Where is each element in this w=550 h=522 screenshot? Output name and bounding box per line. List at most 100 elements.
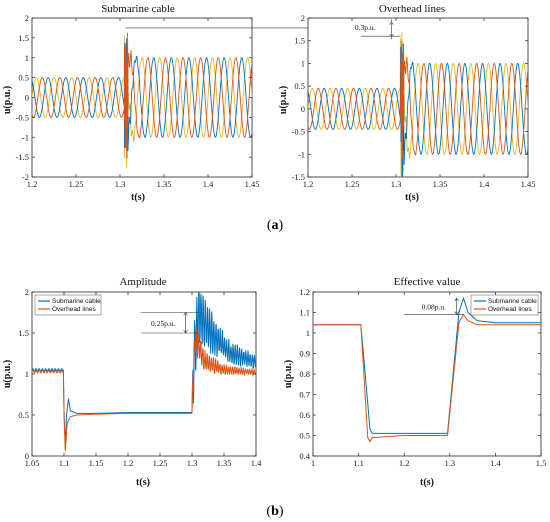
x-tick-label: 1 xyxy=(311,458,315,468)
y-tick-label: -1.5 xyxy=(292,172,305,182)
subfigure-label-a: (a) xyxy=(267,218,284,233)
x-tick-label: 1.1 xyxy=(59,458,70,468)
y-tick-label: -0.5 xyxy=(16,112,29,122)
x-tick-label: 1.25 xyxy=(153,458,168,468)
series-line-orange xyxy=(313,313,541,443)
plot-frame xyxy=(31,291,257,457)
x-tick-label: 1.1 xyxy=(353,458,364,468)
y-tick-label: 0 xyxy=(25,451,29,461)
plot-frame xyxy=(312,291,542,457)
series-line-orange xyxy=(308,44,528,159)
y-tick-label: 0 xyxy=(301,104,305,114)
y-tick-label: 1.5 xyxy=(18,328,29,338)
x-tick-label: 1.25 xyxy=(345,179,360,189)
annotation-label: 0.25p.u. xyxy=(151,319,176,328)
arrowhead xyxy=(389,22,394,25)
panel-title: Submarine cable xyxy=(101,3,175,15)
panel-amplitude: Amplitude t(s) u(p.u.) 1.05 1.1 1.15 1.2 1.2… xyxy=(2,276,262,488)
y-tick-label: -1.5 xyxy=(16,152,29,162)
y-tick-label: 2 xyxy=(301,13,305,23)
legend-box xyxy=(470,294,539,316)
annotation-label: 0.08p.u. xyxy=(422,302,447,311)
y-tick-label: 0.4 xyxy=(299,451,310,461)
plot-area xyxy=(308,32,528,177)
panel-title: Overhead lines xyxy=(379,3,445,15)
x-tick-label: 1.2 xyxy=(123,458,134,468)
x-tick-label: 1.35 xyxy=(433,179,448,189)
x-tick-label: 1.2 xyxy=(399,458,410,468)
y-tick-label: -2 xyxy=(22,172,29,182)
y-axis-label: u(p.u.) xyxy=(278,86,289,114)
y-tick-label: 0.5 xyxy=(294,81,305,91)
y-tick-label: 2 xyxy=(25,13,29,23)
legend-label: Overhead lines xyxy=(488,306,532,313)
y-tick-label: 0 xyxy=(25,93,29,103)
x-tick-label: 1.3 xyxy=(391,179,402,189)
arrowhead xyxy=(183,311,188,316)
y-tick-label: 0.5 xyxy=(18,73,29,83)
x-tick-label: 1.25 xyxy=(69,179,84,189)
y-tick-label: 1 xyxy=(25,53,29,63)
x-tick-label: 1.3 xyxy=(444,458,455,468)
series-line-blue xyxy=(32,292,256,447)
x-tick-label: 1.3 xyxy=(115,179,126,189)
y-tick-label: 1.2 xyxy=(299,287,310,297)
plot-area xyxy=(32,32,252,169)
panel-effective-value: Effective value t(s) u(p.u.) 1 1.1 1.2 1.3 1… xyxy=(283,276,546,488)
y-tick-label: 1 xyxy=(25,369,29,379)
x-tick-label: 1.2 xyxy=(27,179,38,189)
x-tick-label: 1.4 xyxy=(490,458,501,468)
x-tick-label: 1.45 xyxy=(521,179,536,189)
panel-title: Effective value xyxy=(394,276,461,288)
x-axis-label: t(s) xyxy=(405,192,419,203)
y-tick-label: 0.7 xyxy=(299,390,310,400)
plot-area xyxy=(313,296,541,443)
legend-box xyxy=(34,294,102,316)
series-line-orange xyxy=(32,328,256,451)
y-tick-label: -0.5 xyxy=(292,127,305,137)
x-tick-label: 1.3 xyxy=(187,458,198,468)
y-axis-label: u(p.u.) xyxy=(283,360,294,388)
x-axis-label: t(s) xyxy=(420,477,434,488)
x-tick-label: 1.35 xyxy=(157,179,172,189)
y-tick-label: 0.5 xyxy=(299,431,310,441)
y-tick-label: 0.5 xyxy=(18,410,29,420)
y-tick-label: -1 xyxy=(22,132,29,142)
y-tick-label: 1 xyxy=(301,58,305,68)
arrowhead xyxy=(389,33,394,37)
y-tick-label: 0.6 xyxy=(299,410,310,420)
x-tick-label: 1.15 xyxy=(89,458,104,468)
plot-area xyxy=(32,292,256,451)
y-axis-label: u(p.u.) xyxy=(2,86,13,114)
legend-label: Submarine cable xyxy=(52,298,101,305)
x-tick-label: 1.4 xyxy=(203,179,214,189)
y-tick-label: 1.1 xyxy=(299,308,310,318)
panel-overhead-lines-voltage: Overhead lines t(s) u(p.u.) 1.2 1.25 1.3 1.… xyxy=(278,3,535,203)
y-tick-label: -1 xyxy=(298,149,305,159)
y-tick-label: 1 xyxy=(306,328,310,338)
plot-frame xyxy=(307,17,529,178)
x-tick-label: 1.4 xyxy=(251,458,262,468)
x-axis-label: t(s) xyxy=(136,477,150,488)
legend-label: Overhead lines xyxy=(52,306,96,313)
y-tick-label: 2 xyxy=(25,287,29,297)
panel-title: Amplitude xyxy=(119,276,166,288)
subfigure-label-b: (b) xyxy=(266,504,283,519)
x-tick-label: 1.35 xyxy=(217,458,232,468)
x-axis-label: t(s) xyxy=(131,192,145,203)
plot-frame xyxy=(31,17,253,178)
x-tick-label: 1.2 xyxy=(303,179,314,189)
series-line-orange xyxy=(32,32,252,156)
arrowhead xyxy=(454,311,459,316)
arrowhead xyxy=(454,297,459,302)
arrowhead xyxy=(183,329,188,334)
y-tick-label: 0.8 xyxy=(299,369,310,379)
annotation-label: 0.3p.u. xyxy=(355,23,376,32)
y-tick-label: 0.9 xyxy=(299,349,310,359)
y-axis-label: u(p.u.) xyxy=(2,360,13,388)
x-tick-label: 1.05 xyxy=(25,458,40,468)
panel-submarine-cable-voltage: Submarine cable t(s) 1.2 1.25 1.3 1.35 1.4 1.… xyxy=(2,3,405,203)
y-tick-label: 1.5 xyxy=(18,33,29,43)
x-tick-label: 1.5 xyxy=(536,458,547,468)
